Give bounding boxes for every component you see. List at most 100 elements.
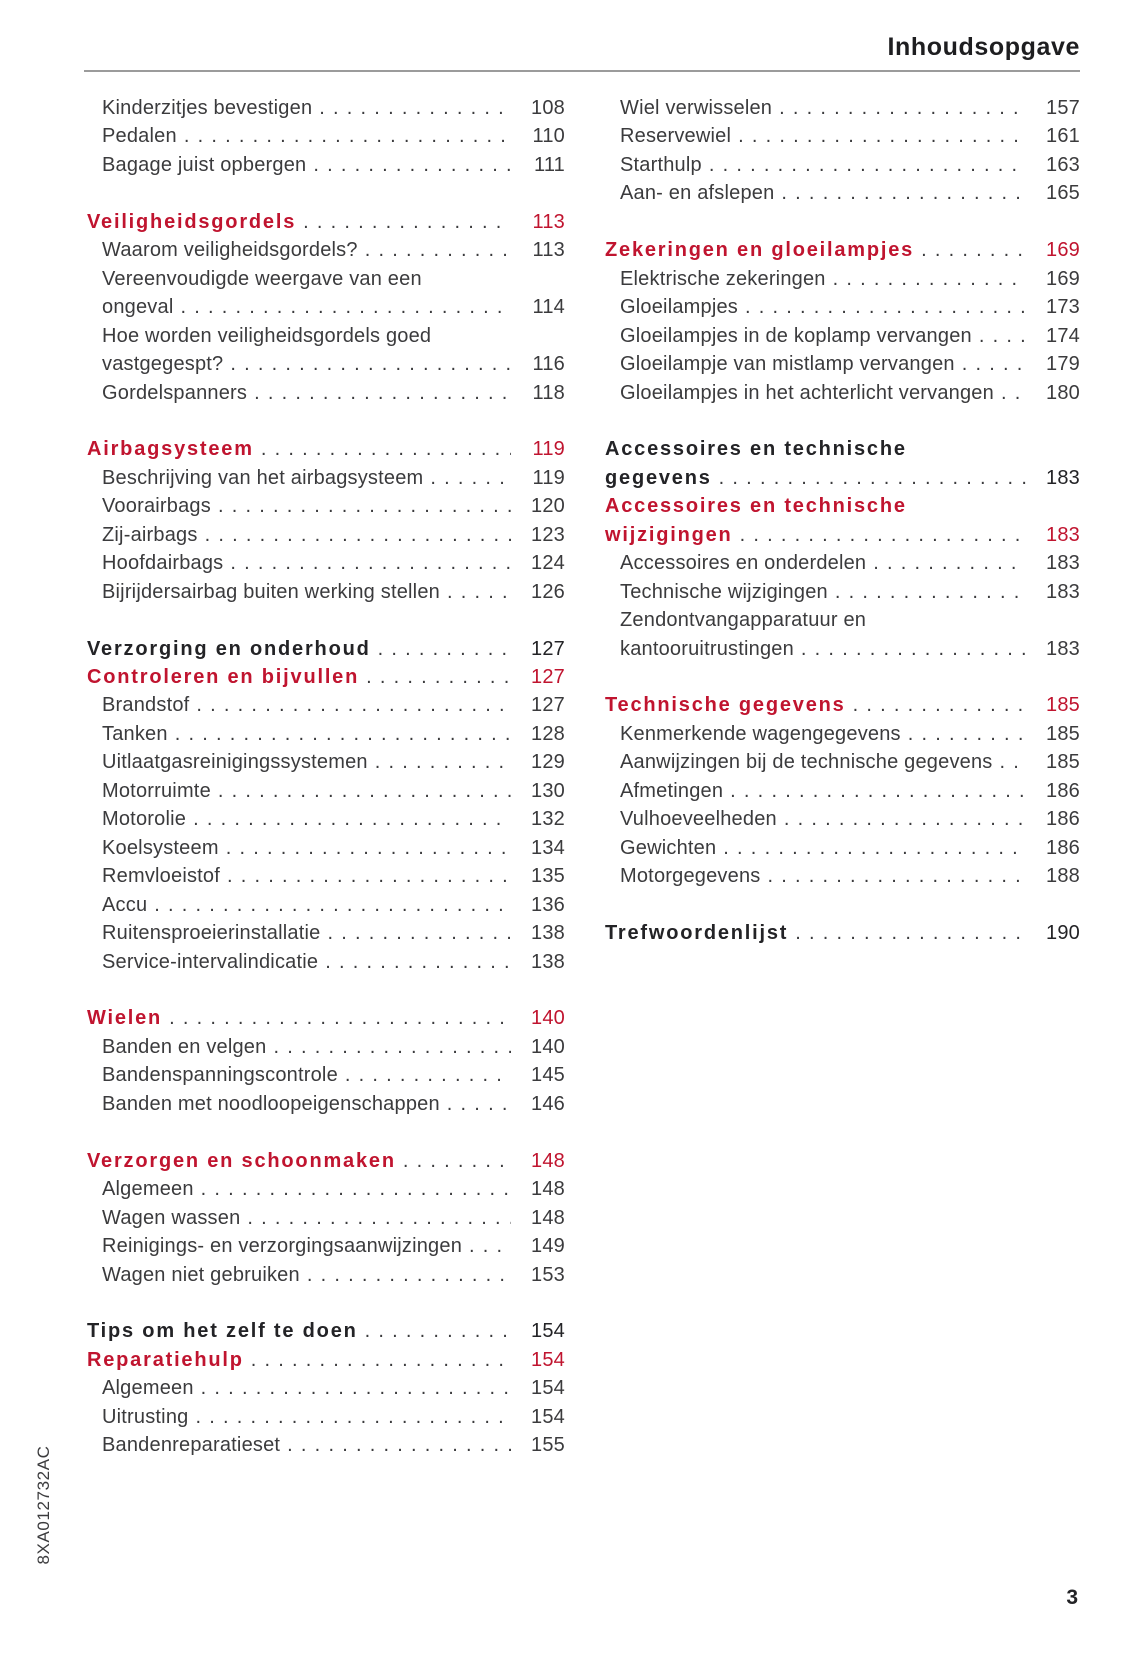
toc-entry-page: 127	[531, 694, 565, 717]
toc-entry-row: Pedalen 110	[102, 122, 565, 150]
dot-leader	[184, 122, 511, 150]
toc-entry: Tanken 128	[87, 720, 565, 748]
toc-entry-page: 120	[531, 495, 565, 518]
toc-entry: Bandenspanningscontrole 145	[87, 1061, 565, 1089]
toc-entry-label: Afmetingen	[620, 779, 724, 802]
toc-entry-page: 154	[531, 1405, 565, 1428]
dot-leader	[447, 1090, 511, 1118]
document-code: 8XA012732AC	[34, 1445, 53, 1565]
toc-entry-page: 134	[531, 836, 565, 859]
dot-leader	[273, 1033, 511, 1061]
toc-entry-row: Gloeilampjes in het achterlicht vervange…	[620, 379, 1080, 407]
dot-leader	[1001, 379, 1026, 407]
toc-entry-page: 116	[532, 353, 565, 376]
toc-entry-page: 183	[1046, 580, 1080, 603]
toc-entry-row: Aan- en afslepen 165	[620, 179, 1080, 207]
toc-entry-page: 154	[531, 1320, 565, 1343]
toc-entry-row: Motorruimte 130	[102, 777, 565, 805]
toc-entry-row: Wiel verwisselen 157	[620, 94, 1080, 122]
toc-entry-label: Bagage juist opbergen	[102, 153, 307, 176]
toc-entry: Gordelspanners 118	[87, 379, 565, 407]
toc-entry-label: Kenmerkende wagengegevens	[620, 722, 901, 745]
toc-entry-label: Verzorging en onderhoud	[87, 637, 371, 660]
toc-entry-label: Reservewiel	[620, 125, 732, 148]
toc-entry-label: Starthulp	[620, 153, 702, 176]
toc-section-heading: Verzorgen en schoonmaken 148	[87, 1147, 565, 1175]
dot-leader	[230, 549, 511, 577]
toc-entry-row: Bandenspanningscontrole 145	[102, 1061, 565, 1089]
toc-entry-row: Reservewiel 161	[620, 122, 1080, 150]
toc-entry-row: Tips om het zelf te doen 154	[87, 1317, 565, 1345]
toc-column-right: Wiel verwisselen 157 Reservewiel 161 Starthu…	[605, 94, 1080, 948]
toc-entry-label: Bijrijdersairbag buiten werking stellen	[102, 580, 440, 603]
toc-entry-page: 136	[531, 893, 565, 916]
dot-leader	[227, 862, 511, 890]
toc-entry-row: Verzorging en onderhoud 127	[87, 635, 565, 663]
toc-entry: Zij-airbags 123	[87, 521, 565, 549]
toc-entry-page: 186	[1046, 779, 1080, 802]
toc-entry-row: Service-intervalindicatie 138	[102, 948, 565, 976]
page-number: 3	[1066, 1586, 1078, 1609]
toc-entry-page: 183	[1046, 552, 1080, 575]
toc-section-heading: Verzorging en onderhoud 127	[87, 635, 565, 663]
toc-entry-row: Motorolie 132	[102, 805, 565, 833]
toc-entry-label: Aan- en afslepen	[620, 182, 775, 205]
dot-leader	[979, 322, 1026, 350]
dot-leader	[201, 1175, 511, 1203]
toc-entry-row: Gloeilampje van mistlamp vervangen 179	[620, 350, 1080, 378]
toc-entry-line1: Vereenvoudigde weergave van een	[102, 267, 422, 290]
toc-entry: Waarom veiligheidsgordels? 113	[87, 236, 565, 264]
toc-group: Trefwoordenlijst 190	[605, 919, 1080, 947]
toc-entry-label: Elektrische zekeringen	[620, 267, 826, 290]
toc-entry: Bagage juist opbergen 111	[87, 151, 565, 179]
toc-entry-label: Uitlaatgasreinigingssystemen	[102, 751, 368, 774]
toc-section-heading: Accessoires en technische gegevens 183	[605, 435, 1080, 492]
toc-entry-page: 132	[531, 808, 565, 831]
toc-section-heading: Veiligheidsgordels 113	[87, 208, 565, 236]
toc-entry-page: 138	[531, 922, 565, 945]
toc-entry: Wagen wassen 148	[87, 1204, 565, 1232]
toc-entry-label: Beschrijving van het airbagsysteem	[102, 466, 424, 489]
toc-section-heading: Reparatiehulp 154	[87, 1346, 565, 1374]
toc-group: Zekeringen en gloeilampjes169 Elektrische…	[605, 236, 1080, 407]
dot-leader	[319, 94, 511, 122]
toc-entry-row: Zekeringen en gloeilampjes 169	[605, 236, 1080, 264]
toc-entry-row: Koelsysteem 134	[102, 834, 565, 862]
toc-entry-line1: Zendontvangapparatuur en	[620, 609, 867, 632]
toc-entry: Technische wijzigingen 183	[605, 578, 1080, 606]
toc-entry-row: Kenmerkende wagengegevens 185	[620, 720, 1080, 748]
toc-entry: Uitlaatgasreinigingssystemen 129	[87, 748, 565, 776]
toc-entry-row: ongeval 114	[102, 293, 565, 321]
toc-entry: Bandenreparatieset 155	[87, 1431, 565, 1459]
toc-entry: Banden en velgen 140	[87, 1033, 565, 1061]
toc-entry-row: Reinigings- en verzorgingsaanwijzingen 14…	[102, 1232, 565, 1260]
toc-entry-page: 163	[1046, 153, 1080, 176]
toc-group: Verzorgen en schoonmaken148Algemeen148Wa…	[87, 1147, 565, 1289]
toc-entry-row: kantooruitrustingen 183	[620, 635, 1080, 663]
toc-entry-page: 188	[1046, 865, 1080, 888]
toc-entry-page: 118	[532, 381, 565, 404]
toc-entry-label: Motorruimte	[102, 779, 211, 802]
toc-section-heading: Controleren en bijvullen 127	[87, 663, 565, 691]
toc-entry-label: Accessoires en onderdelen	[620, 552, 867, 575]
toc-entry: Uitrusting 154	[87, 1403, 565, 1431]
toc-entry-page: 123	[531, 523, 565, 546]
toc-entry: Gloeilampjes in het achterlicht vervange…	[605, 379, 1080, 407]
toc-entry-row: Banden met noodloopeigenschappen 146	[102, 1090, 565, 1118]
toc-entry-row: Trefwoordenlijst 190	[605, 919, 1080, 947]
toc-entry-line1: Hoe worden veiligheidsgordels goed	[102, 324, 432, 347]
toc-entry-label: Pedalen	[102, 125, 177, 148]
toc-entry: Reinigings- en verzorgingsaanwijzingen 14…	[87, 1232, 565, 1260]
dot-leader	[218, 492, 511, 520]
toc-entry: Gloeilampjes 173	[605, 293, 1080, 321]
toc-entry-label: vastgegespt?	[102, 353, 224, 376]
toc-section-heading: Tips om het zelf te doen 154	[87, 1317, 565, 1345]
toc-entry: Vulhoeveelheden 186	[605, 805, 1080, 833]
toc-entry-label: Voorairbags	[102, 495, 211, 518]
dot-leader	[908, 720, 1026, 748]
toc-entry-page: 183	[1046, 523, 1080, 546]
toc-section-heading: Accessoires en technische wijzigingen 183	[605, 492, 1080, 549]
toc-entry-page: 148	[531, 1206, 565, 1229]
toc-entry-row: Controleren en bijvullen 127	[87, 663, 565, 691]
